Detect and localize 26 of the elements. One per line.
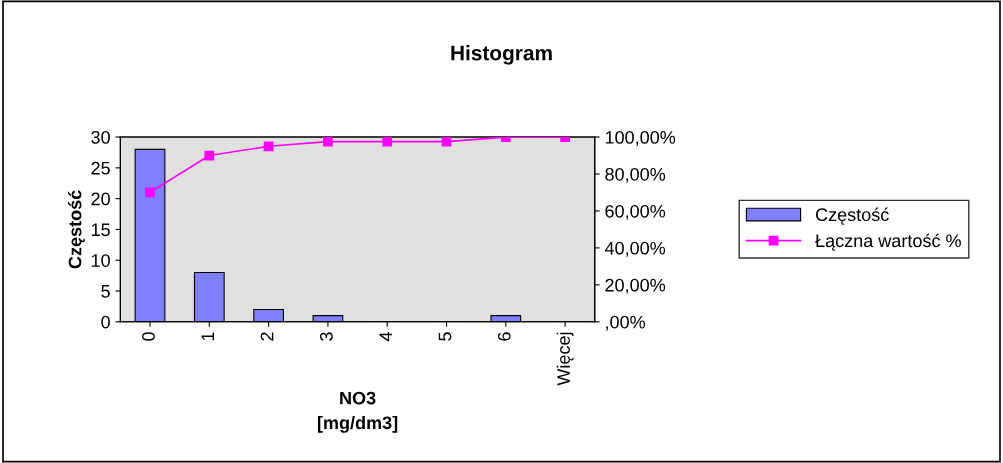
- x-tick-label: 0: [142, 332, 155, 341]
- y2-tick-label: 60,00%: [605, 204, 666, 220]
- y2-tick-label: 20,00%: [605, 278, 666, 294]
- y-tick-label: 5: [101, 285, 110, 298]
- y-tick-label: 15: [91, 223, 110, 237]
- x-tick-label: 2: [260, 332, 274, 341]
- x-tick-label: Więcej: [556, 332, 574, 386]
- y2-tick-label: 80,00%: [605, 167, 666, 183]
- y2-tick-label: 100,00%: [605, 130, 676, 146]
- y-tick-label: 20: [91, 192, 110, 206]
- chart-title: Histogram: [451, 45, 552, 65]
- x-axis-title: NO3 [mg/dm3]: [317, 391, 398, 433]
- x-tick-label: 4: [379, 332, 392, 342]
- x-tick-label: 1: [201, 332, 214, 341]
- y-tick-label: 10: [91, 254, 110, 267]
- y-tick-label: 25: [91, 161, 110, 175]
- legend-label: Częstość: [815, 207, 889, 225]
- x-tick-label: 3: [319, 332, 333, 341]
- legend-label: Łączna wartość %: [815, 233, 961, 251]
- y-axis-title: Częstość: [68, 190, 85, 269]
- y2-tick-label: 40,00%: [604, 241, 666, 257]
- y-tick-label: 30: [91, 130, 110, 144]
- y2-tick-label: ,00%: [606, 315, 646, 331]
- x-tick-label: 5: [438, 332, 452, 341]
- x-tick-label: 6: [497, 332, 511, 341]
- y-tick-label: 0: [101, 315, 110, 329]
